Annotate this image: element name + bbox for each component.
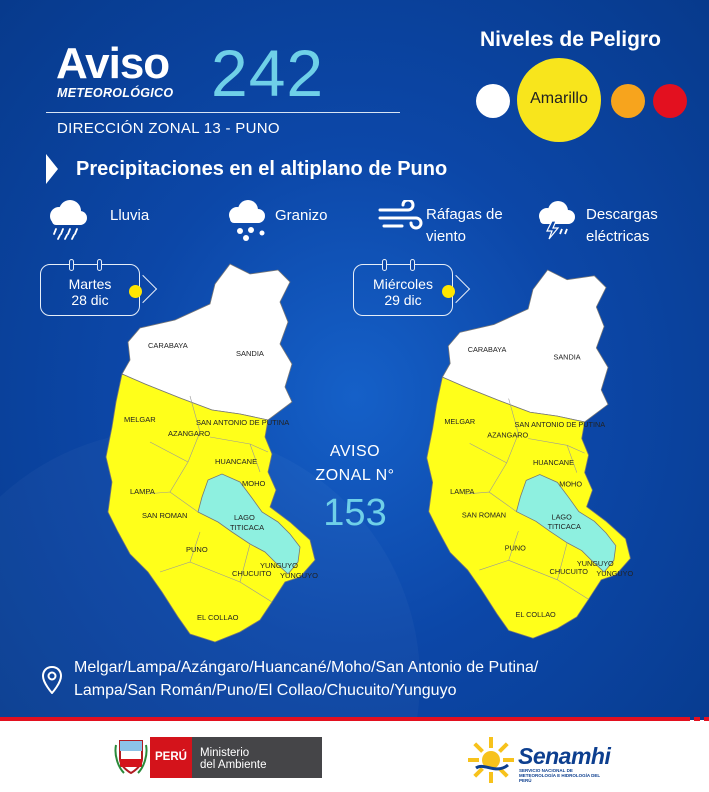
map1-label-yunguyo-2: YUNGUYO [280,571,318,580]
map2-label-titicaca: TITICACA [548,522,581,531]
hazard-lluvia-label: Lluvia [110,207,150,224]
map1-label-puno: PUNO [186,545,208,554]
footer [0,722,709,792]
peru-logo: PERÚ [150,737,192,778]
map2-label-el-collao: EL COLLAO [515,610,556,619]
warning-number: 242 [211,36,325,110]
map1-label-san-roman: SAN ROMAN [142,511,187,520]
map2-label-san-antonio: SAN ANTONIO DE PUTINA [514,420,605,429]
level-yellow-dot [517,58,601,142]
hazard-descargas-line2: eléctricas [586,228,650,245]
provinces-line2: Lampa/San Román/Puno/El Collao/Chucuito/… [74,682,457,699]
hail-cloud-icon [229,200,265,241]
map-lake [197,473,301,575]
aviso-zonal-line2: ZONAL N° [315,467,395,484]
map2-label-san-roman: SAN ROMAN [462,510,506,519]
sun-icon [129,285,142,298]
hazard-rafagas-label: Ráfagas de viento [426,204,503,248]
map1-label-chucuito: CHUCUITO [232,569,272,578]
puno-map-day1: CARABAYA SANDIA MELGAR AZANGARO SAN ANTO… [105,263,318,643]
senamhi-subtitle: SERVICIO NACIONAL DE METEOROLOGÍA E HIDR… [519,768,601,783]
map2-label-yunguyo-2: YUNGUYO [596,569,633,578]
day1-weekday: Martes [68,276,112,292]
map1-label-moho: MOHO [242,479,265,488]
day1-date: 28 dic [71,292,109,308]
map1-label-titicaca: TITICACA [230,523,264,532]
map1-label-lampa: LAMPA [130,487,155,496]
ministerio-line2: del Ambiente [200,759,267,771]
subtitle-arrow-icon [46,154,58,184]
header-divider [46,112,400,113]
map2-label-chucuito: CHUCUITO [550,567,589,576]
subtitle: Precipitaciones en el altiplano de Puno [76,158,448,180]
aviso-zonal-number: 153 [323,492,387,534]
hazard-rafagas-line2: viento [426,228,467,245]
rain-cloud-icon [50,200,87,240]
provinces-list: Melgar/Lampa/Azángaro/Huancané/Moho/San … [74,656,674,702]
lightning-cloud-icon [539,201,575,240]
location-pin-icon [42,666,62,694]
hazard-rafagas-line1: Ráfagas de [426,206,503,223]
day-tag-2: Miércoles 29 dic [353,259,471,316]
niveles-title: Niveles de Peligro [480,28,661,51]
aviso-zonal-line1: AVISO [329,443,381,460]
day2-date: 29 dic [384,292,422,308]
map1-label-carabaya: CARABAYA [148,341,188,350]
level-red-dot [653,84,687,118]
map2-label-azangaro: AZANGARO [487,431,528,440]
meteorologico-subtitle: METEOROLÓGICO [57,86,174,100]
aviso-zonal-label: AVISO ZONAL N° [300,440,410,488]
map1-label-yunguyo: YUNGUYO [260,561,298,570]
senamhi-logo-text: Senamhi [518,743,611,769]
provinces-line1: Melgar/Lampa/Azángaro/Huancané/Moho/San … [74,659,539,676]
map2-label-lampa: LAMPA [450,487,474,496]
sun-icon [442,285,455,298]
map1-label-san-antonio: SAN ANTONIO DE PUTINA [196,418,289,427]
day2-weekday: Miércoles [373,276,433,292]
warning-panel: Aviso METEOROLÓGICO 242 DIRECCIÓN ZONAL … [0,0,709,720]
hazard-descargas-label: Descargas eléctricas [586,204,658,248]
level-white-dot [476,84,510,118]
day-tag-1: Martes 28 dic [40,259,158,316]
puno-map-day2: CARABAYA SANDIA MELGAR AZANGARO SAN ANTO… [426,269,634,639]
ministerio-logo: Ministerio del Ambiente [192,737,322,778]
map1-label-lago: LAGO [234,513,255,522]
direccion-zonal: DIRECCIÓN ZONAL 13 - PUNO [57,120,280,137]
map1-label-melgar: MELGAR [124,415,156,424]
map-lake [515,474,617,573]
footer-divider [0,717,709,721]
level-orange-dot [611,84,645,118]
senamhi-sun-icon [468,737,514,783]
level-yellow-label: Amarillo [530,90,588,107]
peru-coat-of-arms-icon [114,740,148,775]
map2-label-carabaya: CARABAYA [468,345,507,354]
hazard-granizo-label: Granizo [275,207,328,224]
map1-label-el-collao: EL COLLAO [197,613,239,622]
map2-label-yunguyo: YUNGUYO [577,559,614,568]
map1-label-azangaro: AZANGARO [168,429,210,438]
map2-label-sandia: SANDIA [553,353,580,362]
aviso-title: Aviso [56,39,170,88]
map1-label-sandia: SANDIA [236,349,264,358]
map2-label-puno: PUNO [505,544,526,553]
map1-label-huancane: HUANCANE [215,457,257,466]
wind-gusts-icon [378,200,423,230]
map2-label-melgar: MELGAR [444,417,475,426]
hazard-descargas-line1: Descargas [586,206,658,223]
map2-label-moho: MOHO [559,479,582,488]
map2-label-lago: LAGO [552,512,573,521]
ministerio-line1: Ministerio [200,747,250,759]
map2-label-huancane: HUANCANE [533,458,574,467]
